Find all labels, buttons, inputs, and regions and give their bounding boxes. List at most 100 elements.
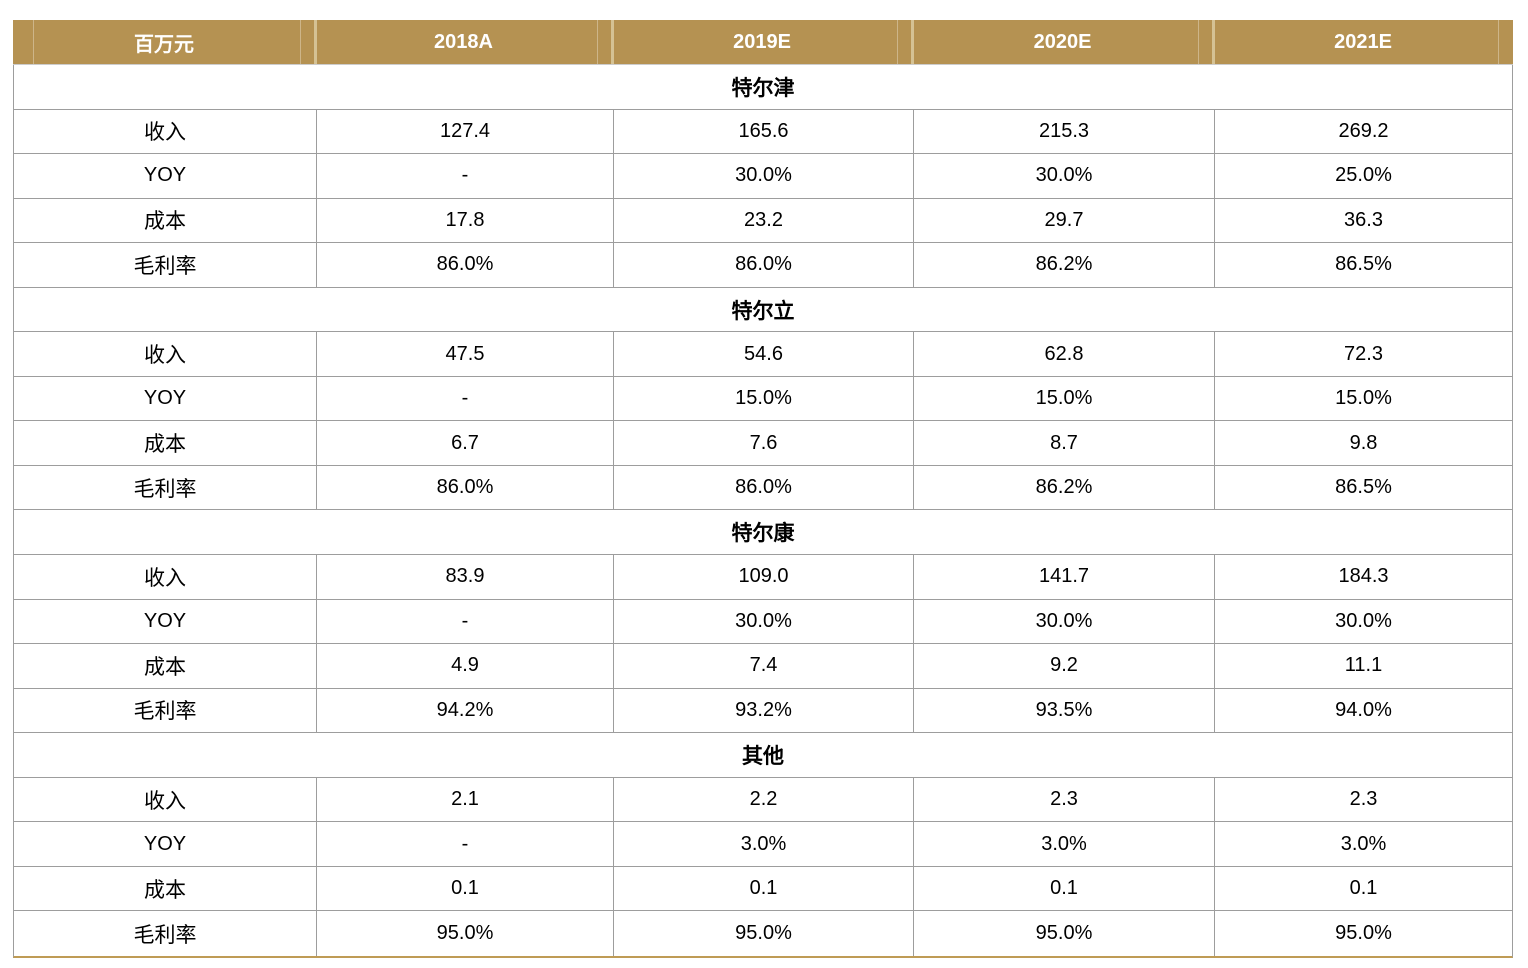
row-label-cell: 毛利率	[14, 466, 316, 510]
value-cell: 127.4	[316, 109, 613, 154]
row-label-cell: 成本	[14, 421, 316, 465]
row-label: 毛利率	[133, 699, 197, 724]
row-label: 收入	[144, 788, 186, 813]
value-cell: 3.0%	[1214, 822, 1512, 866]
cell-value: 86.2%	[1035, 253, 1093, 276]
value-cell: 29.7	[913, 198, 1214, 243]
row-label-cell: 成本	[14, 199, 316, 243]
row-label: YOY	[143, 164, 187, 187]
cell-value: 2.1	[451, 788, 479, 811]
row-label: 成本	[144, 209, 186, 234]
value-cell: 7.6	[613, 421, 913, 465]
cell-value: 2.3	[1349, 788, 1378, 811]
cell-value: 93.2%	[735, 698, 792, 721]
value-cell: 141.7	[913, 555, 1214, 599]
cell-value: 72.3	[1344, 342, 1383, 365]
cell-value: -	[461, 832, 469, 855]
cell-value: 3.0%	[740, 832, 787, 855]
value-cell: 86.2%	[913, 243, 1214, 287]
cell-value: 94.0%	[1335, 698, 1392, 721]
cell-value: 0.1	[1050, 877, 1078, 900]
cell-value: 17.8	[445, 208, 485, 231]
cell-value: -	[461, 609, 469, 632]
row-label-cell: 成本	[14, 644, 316, 688]
table-row: YOY - 15.0% 15.0% 15.0%	[14, 376, 1512, 422]
value-cell: 36.3	[1214, 198, 1512, 243]
table-row: YOY - 30.0% 30.0% 30.0%	[14, 599, 1512, 645]
value-cell: 184.3	[1214, 555, 1512, 599]
row-label-cell: 毛利率	[14, 689, 316, 733]
cell-value: 0.1	[1349, 877, 1378, 900]
table-row: 毛利率 86.0% 86.0% 86.2% 86.5%	[14, 243, 1512, 288]
row-label-cell: YOY	[14, 377, 316, 421]
cell-value: 4.9	[451, 654, 479, 677]
row-label: 成本	[144, 432, 186, 457]
value-cell: -	[316, 376, 613, 421]
value-cell: 4.9	[316, 644, 613, 688]
row-label: 收入	[144, 120, 186, 145]
value-cell: 93.2%	[613, 688, 913, 733]
row-label: 成本	[144, 654, 186, 679]
value-cell: 215.3	[913, 109, 1214, 154]
cell-value: 36.3	[1344, 208, 1383, 231]
cell-value: 86.2%	[1035, 476, 1093, 499]
value-cell: 30.0%	[913, 154, 1214, 198]
cell-value: 7.4	[749, 654, 778, 677]
cell-value: 15.0%	[735, 387, 792, 410]
cell-value: 184.3	[1338, 565, 1389, 588]
value-cell: 2.1	[316, 777, 613, 822]
value-cell: 95.0%	[316, 911, 613, 956]
cell-value: 30.0%	[1335, 609, 1392, 632]
table-row: 毛利率 94.2% 93.2% 93.5% 94.0%	[14, 688, 1512, 734]
row-label: 收入	[144, 343, 186, 368]
table-header-row: 百万元 2018A 2019E 2020E 2021E	[13, 20, 1513, 65]
cell-value: 95.0%	[735, 922, 792, 945]
cell-value: 2.2	[749, 788, 778, 811]
cell-value: 83.9	[445, 565, 485, 588]
cell-value: 95.0%	[1335, 922, 1392, 945]
cell-value: 86.0%	[436, 253, 494, 276]
value-cell: 86.5%	[1214, 243, 1512, 287]
cell-value: 6.7	[451, 431, 479, 454]
cell-value: 30.0%	[735, 609, 792, 632]
row-label-cell: YOY	[14, 822, 316, 866]
cell-value: 215.3	[1038, 119, 1090, 142]
value-cell: 23.2	[613, 198, 913, 243]
cell-value: 86.0%	[735, 253, 792, 276]
column-header-label: 2018A	[434, 30, 493, 53]
cell-value: 15.0%	[1335, 387, 1392, 410]
row-label: 成本	[144, 877, 186, 902]
table-row: 成本 4.9 7.4 9.2 11.1	[14, 644, 1512, 689]
row-label: 收入	[144, 565, 186, 590]
value-cell: 3.0%	[613, 822, 913, 866]
value-cell: 9.8	[1214, 421, 1512, 465]
cell-value: 9.2	[1050, 654, 1078, 677]
cell-value: 7.6	[749, 431, 778, 454]
row-label: YOY	[143, 609, 187, 632]
cell-value: 54.6	[744, 342, 783, 365]
section-title-row: 特尔立	[14, 288, 1512, 333]
row-label-cell: 成本	[14, 867, 316, 911]
value-cell: 86.0%	[613, 243, 913, 287]
cell-value: 95.0%	[1035, 922, 1093, 945]
cell-value: 3.0%	[1041, 832, 1087, 855]
row-label-cell: 收入	[14, 332, 316, 376]
value-cell: 54.6	[613, 332, 913, 376]
value-cell: 0.1	[913, 866, 1214, 911]
column-header-2021e: 2021E	[1212, 20, 1513, 64]
value-cell: 72.3	[1214, 332, 1512, 376]
column-header-unit: 百万元	[13, 20, 315, 64]
value-cell: 0.1	[316, 866, 613, 911]
value-cell: 15.0%	[1214, 376, 1512, 421]
value-cell: 95.0%	[913, 911, 1214, 956]
value-cell: 2.2	[613, 777, 913, 822]
cell-value: 95.0%	[436, 922, 494, 945]
column-header-2018a: 2018A	[314, 20, 612, 64]
table-row: YOY - 30.0% 30.0% 25.0%	[14, 154, 1512, 199]
value-cell: 86.0%	[613, 465, 913, 510]
cell-value: 94.2%	[436, 698, 494, 721]
section-title: 其他	[742, 743, 784, 768]
cell-value: 86.0%	[735, 476, 792, 499]
table-row: 成本 17.8 23.2 29.7 36.3	[14, 198, 1512, 244]
cell-value: 2.3	[1050, 788, 1078, 811]
